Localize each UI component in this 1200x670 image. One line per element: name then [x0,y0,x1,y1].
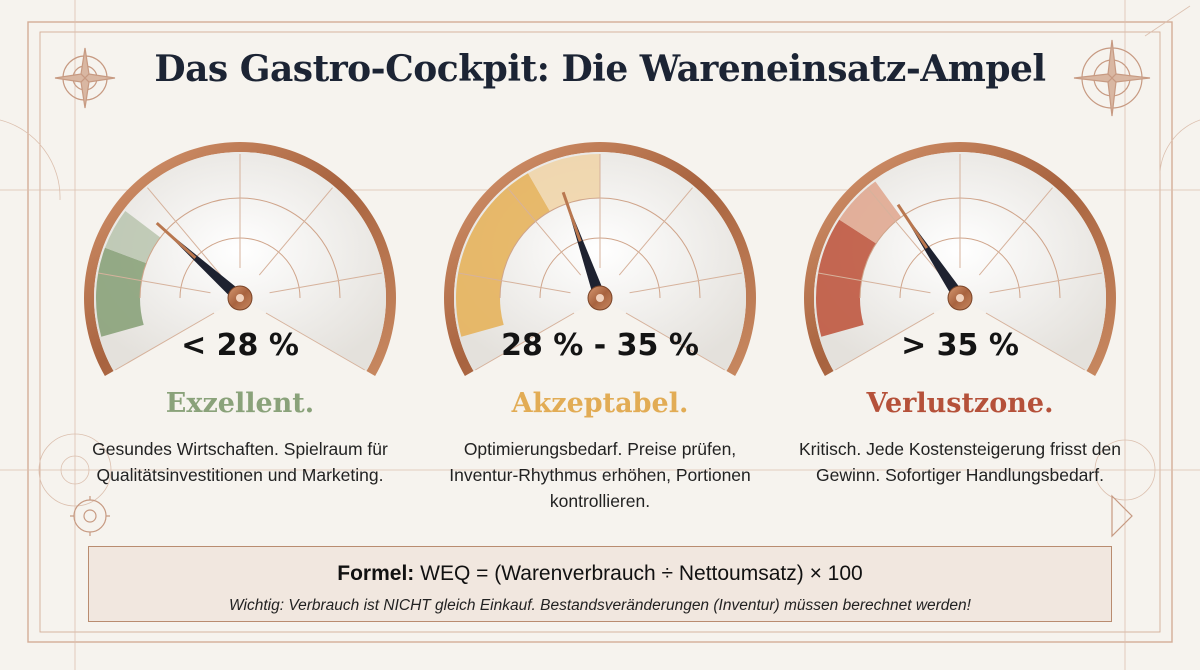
gauge-zone-light [105,210,161,264]
gauge-dial [84,142,396,376]
gauge-tick [835,312,935,371]
gauge-tick [98,272,211,294]
compass-rose-icon [1073,39,1151,117]
gauge-tick [618,187,693,276]
gauge-dial [804,142,1116,376]
gauge-dial [444,142,756,376]
gauge-zone-light [528,154,600,212]
gauge-range-label: 28 % - 35 % [501,328,699,363]
gauge-tick [629,272,742,294]
gauge-tick [265,312,365,371]
gauge-tick [978,187,1053,276]
gauge-needle-tip [896,203,929,249]
gauge-acceptable: 28 % - 35 % Akzeptabel. Optimierungsbeda… [440,140,760,520]
gauge-tick [989,272,1102,294]
gauge-range-label: > 35 % [901,328,1019,363]
gauge-excellent: < 28 % Exzellent. Gesundes Wirtschaften.… [80,140,400,520]
gauge-zone [456,173,550,337]
gauge-needle-tip [155,221,197,259]
gauge-tick [818,272,931,294]
gauge-tick [258,187,333,276]
gauge-range-label: < 28 % [181,328,299,363]
gauge-tick [475,312,575,371]
gauge-tick [458,272,571,294]
gauge-hub-center [236,294,244,302]
gauge-zone [95,247,147,337]
formula-note: Wichtig: Verbrauch ist NICHT gleich Eink… [229,597,971,614]
gauge-tick [147,187,222,276]
gauge-tick [269,272,382,294]
formula-text: WEQ = (Warenverbrauch ÷ Nettoumsatz) × 1… [414,562,863,585]
gauge-tick [115,312,215,371]
gauge-tick [985,312,1085,371]
gauge-needle-tip [561,191,582,242]
arrow-icon [1111,494,1133,538]
gauge-zone-light [839,181,902,244]
formula-line: Formel: WEQ = (Warenverbrauch ÷ Nettoums… [89,562,1111,586]
gauge-hub-center [596,294,604,302]
gauge-status-label: Akzeptabel. [511,388,689,419]
gauge-loss-zone: > 35 % Verlustzone. Kritisch. Jede Koste… [799,140,1121,520]
gauge-tick [507,187,582,276]
compass-rose-icon [54,47,116,109]
gauge-status-label: Exzellent. [165,388,315,419]
gauge-description: Kritisch. Jede Kostensteigerung frisst d… [799,439,1121,485]
gauge-hub-center [956,294,964,302]
formula-box: Formel: WEQ = (Warenverbrauch ÷ Nettoums… [88,546,1112,622]
gauge-tick [625,312,725,371]
gauge-description: Optimierungsbedarf. Preise prüfen, Inven… [449,439,751,511]
gauge-description: Gesundes Wirtschaften. Spielraum für Qua… [92,439,388,485]
gauge-tick [867,187,942,276]
formula-label: Formel: [337,562,415,585]
gear-icon [70,496,110,536]
gauge-status-label: Verlustzone. [866,388,1054,419]
page-title: Das Gastro-Cockpit: Die Wareneinsatz-Amp… [154,48,1046,90]
